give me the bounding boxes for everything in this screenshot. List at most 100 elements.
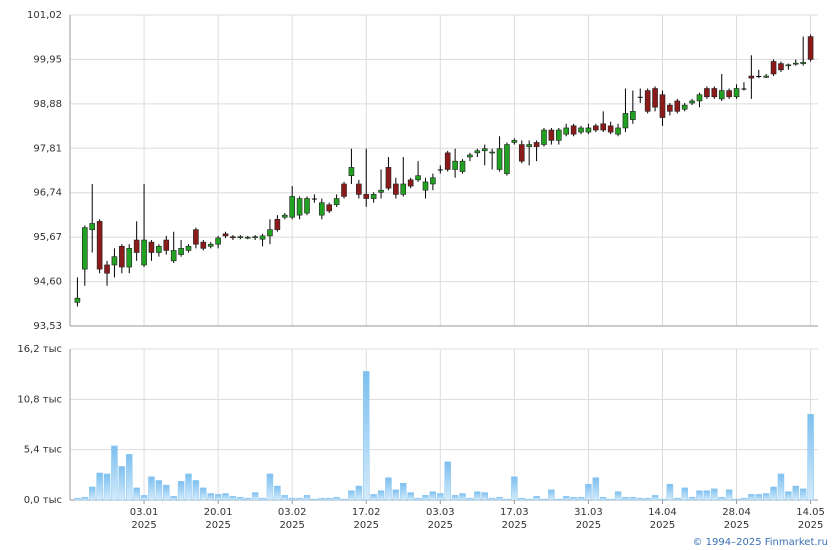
volume-bar [703, 490, 711, 501]
candle-body [215, 237, 221, 245]
volume-bar [459, 493, 466, 501]
volume-bar [163, 484, 170, 501]
volume-bar [518, 497, 526, 501]
volume-bar [311, 498, 318, 501]
volume-bar [244, 497, 251, 501]
volume-bar [444, 461, 451, 501]
volume-bar [185, 473, 192, 501]
candle-body [244, 236, 251, 239]
candle-body [585, 127, 592, 133]
x-tick-label: 17.03 2025 [500, 507, 529, 531]
candle-body [311, 198, 317, 200]
volume-bar [496, 496, 503, 501]
candle-body [785, 64, 792, 67]
candle-body [459, 160, 466, 172]
candle-body [126, 248, 133, 268]
candle-body [681, 104, 688, 110]
candle-body [518, 144, 525, 162]
volume-bar [385, 477, 392, 501]
volume-bar [400, 482, 407, 501]
volume-bar [362, 371, 370, 501]
candle-body [141, 239, 147, 266]
volume-bar [651, 495, 659, 501]
candle-body [630, 111, 636, 120]
candle-body [511, 140, 518, 143]
candle-body [407, 179, 414, 187]
volume-bar [755, 494, 763, 501]
volume-bar [118, 466, 126, 501]
candle-body [333, 198, 340, 206]
y-tick-label: 94,60 [33, 277, 62, 288]
y-tick-label: 93,53 [33, 321, 62, 332]
volume-bar [555, 498, 563, 501]
candle-body [378, 189, 384, 193]
candle-body [119, 245, 125, 268]
volume-bar [607, 498, 614, 501]
volume-bar [614, 491, 622, 501]
x-tick-label: 17.02 2025 [352, 507, 381, 531]
candle-body [430, 177, 436, 185]
candle-body [289, 196, 295, 218]
volume-bar [585, 483, 592, 501]
volume-bar [748, 494, 755, 501]
candle-body [237, 236, 244, 239]
y-tick-label: 0,0 тыс [24, 495, 62, 506]
volume-bar [340, 498, 348, 501]
volume-bar [548, 489, 555, 501]
volume-bar [785, 491, 792, 501]
candle-body [711, 88, 718, 98]
volume-bar [733, 498, 740, 501]
candle-body [193, 229, 199, 245]
candle-body [489, 151, 495, 154]
volume-bar [451, 495, 459, 501]
volume-bar [644, 497, 651, 501]
y-tick-label: 99,95 [33, 54, 62, 65]
candle-body [807, 36, 814, 60]
volume-bar [355, 485, 363, 501]
volume-bar [525, 498, 533, 501]
volume-bar [192, 480, 200, 501]
y-tick-label: 10,8 тыс [17, 394, 62, 405]
volume-bar [688, 496, 696, 501]
volume-bar [125, 454, 133, 501]
volume-bar [481, 492, 488, 501]
candle-body [563, 127, 569, 135]
volume-bar [674, 497, 681, 501]
volume-bar [762, 493, 770, 501]
volume-bar [474, 491, 481, 501]
candle-body [770, 61, 777, 75]
candle-body [748, 75, 755, 79]
candle-body [252, 236, 258, 239]
candle-body [733, 88, 740, 98]
candle-body [526, 144, 532, 147]
candle-body [89, 223, 96, 230]
candle-body [437, 169, 443, 171]
candle-body [385, 167, 392, 189]
volume-bar [570, 496, 577, 501]
candle-body [341, 183, 347, 197]
volume-bar [207, 493, 214, 501]
candle-body [652, 88, 658, 108]
volume-bar [711, 488, 718, 501]
volume-bar [229, 496, 237, 501]
volume-bar [140, 495, 148, 501]
volume-bar [81, 496, 89, 501]
candle-body [170, 250, 177, 262]
volume-bar [259, 497, 266, 501]
volume-bar [222, 493, 229, 501]
volume-bar [777, 473, 785, 501]
volume-bar [681, 487, 688, 501]
x-tick-label: 03.01 2025 [130, 507, 159, 531]
volume-bar [592, 477, 600, 501]
y-tick-label: 16,2 тыс [17, 344, 62, 355]
volume-bar [88, 486, 96, 501]
candle-body [674, 100, 681, 112]
x-tick-label: 31.03 2025 [574, 507, 603, 531]
volume-bar [414, 497, 422, 501]
volume-bar [577, 496, 585, 501]
candle-body [363, 194, 370, 199]
candle-body [474, 150, 481, 154]
candle-body [667, 104, 673, 112]
volume-bar [622, 496, 629, 501]
